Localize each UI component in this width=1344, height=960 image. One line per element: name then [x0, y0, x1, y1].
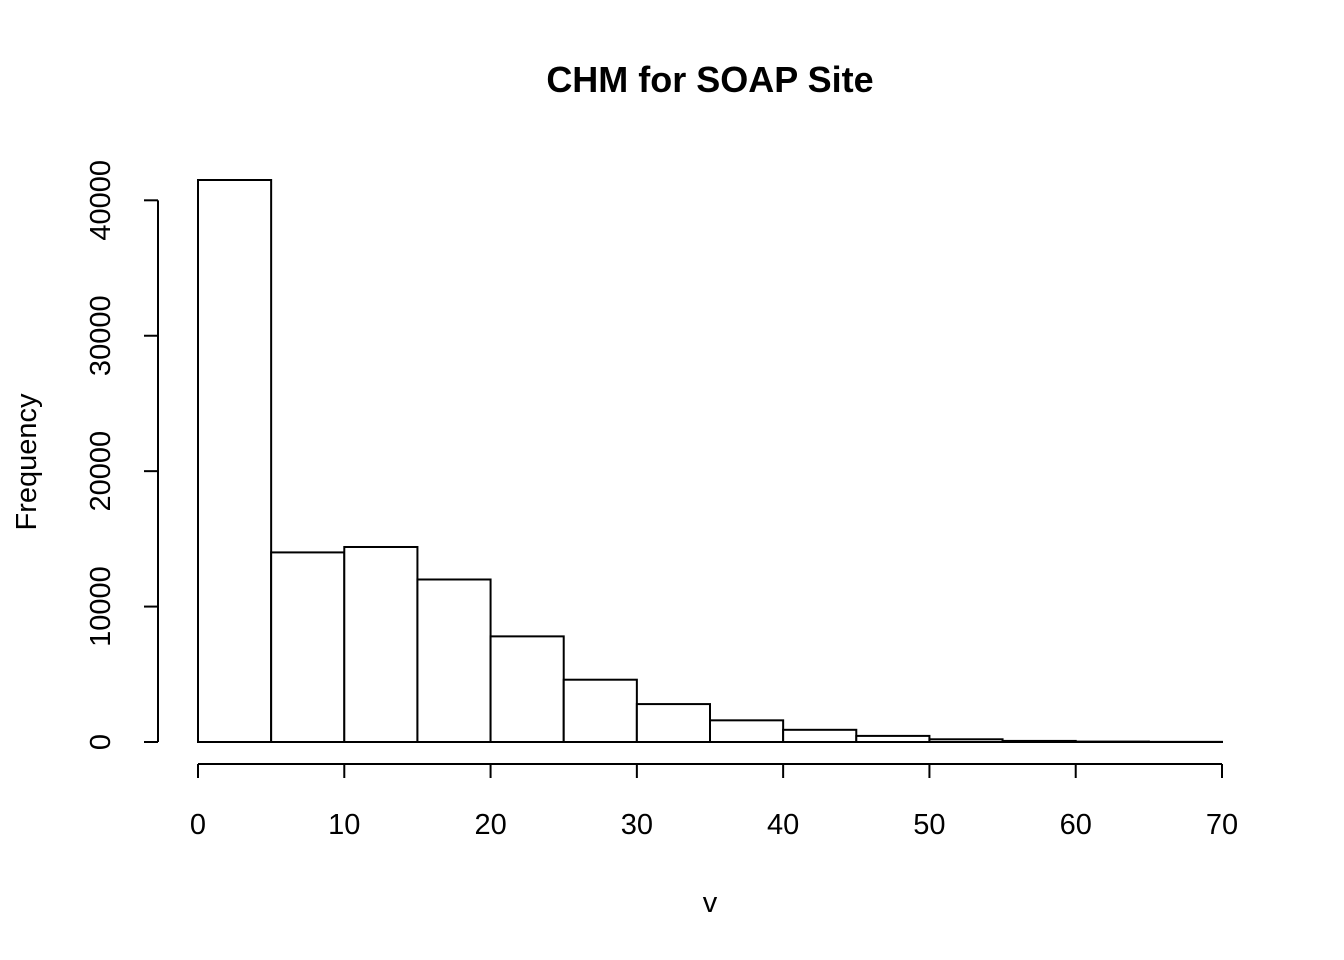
- x-tick-label-0: 0: [190, 809, 206, 841]
- histogram-bar-6: [635, 703, 711, 743]
- x-tick-label-3: 30: [621, 809, 653, 841]
- histogram-bar-4: [489, 635, 565, 744]
- histogram-bar-3: [416, 578, 492, 743]
- histogram-bar-9: [855, 734, 931, 743]
- x-tick-label-6: 60: [1060, 809, 1092, 841]
- histogram-bar-1: [270, 551, 346, 744]
- histogram-bar-0: [197, 179, 273, 743]
- y-tick-label-1: 10000: [85, 566, 117, 647]
- x-tick-label-5: 50: [913, 809, 945, 841]
- histogram-bar-2: [343, 545, 419, 744]
- histogram-bar-7: [709, 719, 785, 743]
- x-tick-label-7: 70: [1206, 809, 1238, 841]
- y-tick-label-0: 0: [85, 734, 117, 750]
- histogram-bar-5: [562, 678, 638, 743]
- y-axis-label: Frequency: [11, 393, 43, 531]
- y-tick-label-4: 40000: [85, 160, 117, 241]
- histogram-bar-11: [1001, 739, 1077, 743]
- x-tick-label-4: 40: [767, 809, 799, 841]
- x-axis: 0 10 20 30 40 50 60 70: [190, 763, 1238, 841]
- y-tick-label-2: 20000: [85, 431, 117, 512]
- histogram-bar-10: [928, 738, 1004, 743]
- bars-group: [197, 179, 1224, 744]
- x-tick-label-2: 20: [474, 809, 506, 841]
- histogram-bar-8: [782, 728, 858, 744]
- x-tick-label-1: 10: [328, 809, 360, 841]
- y-axis: 0 10000 20000 30000 40000: [85, 160, 159, 750]
- y-tick-label-3: 30000: [85, 295, 117, 376]
- x-axis-label: v: [703, 887, 718, 919]
- chart-title: CHM for SOAP Site: [546, 59, 873, 100]
